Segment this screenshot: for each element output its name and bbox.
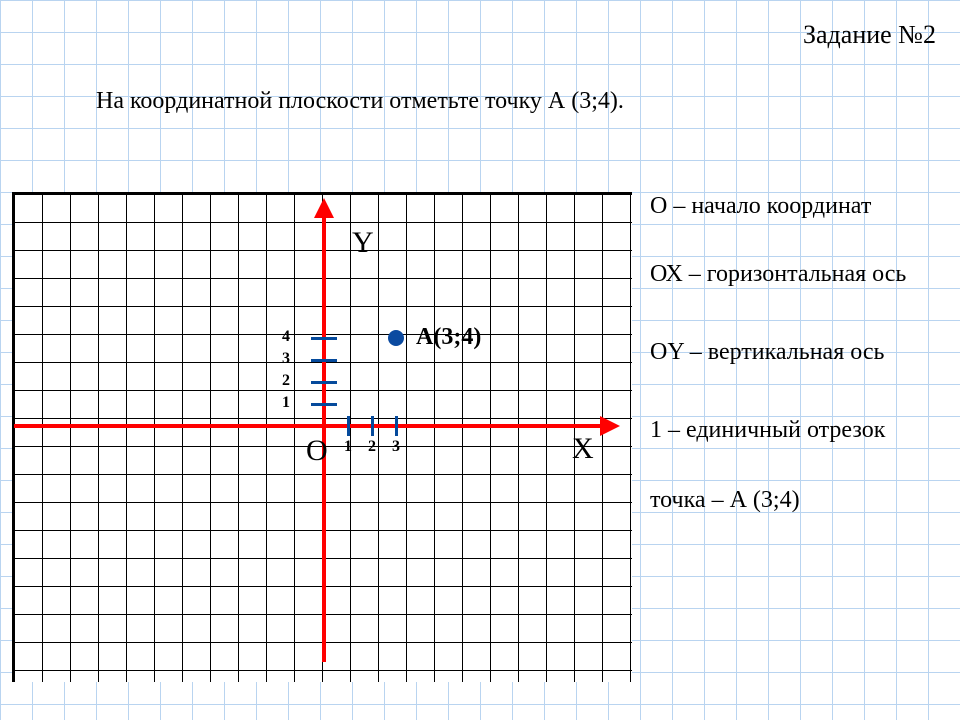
x-tick bbox=[371, 416, 374, 436]
y-tick bbox=[311, 403, 337, 406]
page: Задание №2 На координатной плоскости отм… bbox=[0, 0, 960, 720]
x-tick-label: 1 bbox=[344, 438, 352, 456]
y-tick bbox=[311, 381, 337, 384]
coordinate-plane: 1231234YXОA(3;4) bbox=[12, 192, 632, 682]
point-a bbox=[388, 330, 404, 346]
y-tick-label: 4 bbox=[282, 328, 290, 346]
legend-origin: О – начало координат bbox=[650, 190, 871, 222]
y-tick-label: 3 bbox=[282, 350, 290, 368]
y-tick-label: 2 bbox=[282, 372, 290, 390]
x-axis-label: X bbox=[572, 432, 594, 466]
y-axis-label: Y bbox=[352, 226, 374, 260]
x-axis-arrow-icon bbox=[600, 416, 620, 436]
y-tick bbox=[311, 337, 337, 340]
task-text: На координатной плоскости отметьте точку… bbox=[96, 88, 624, 115]
origin-label: О bbox=[306, 434, 328, 468]
task-number: Задание №2 bbox=[803, 20, 936, 50]
x-tick bbox=[395, 416, 398, 436]
x-tick-label: 2 bbox=[368, 438, 376, 456]
legend-point: точка – А (3;4) bbox=[650, 484, 800, 516]
y-axis bbox=[322, 204, 326, 662]
y-tick-label: 1 bbox=[282, 394, 290, 412]
y-axis-arrow-icon bbox=[314, 198, 334, 218]
legend-oy: ОY – вертикальная ось bbox=[650, 336, 884, 368]
x-axis bbox=[14, 424, 604, 428]
x-tick-label: 3 bbox=[392, 438, 400, 456]
y-tick bbox=[311, 359, 337, 362]
legend-ox: ОХ – горизонтальная ось bbox=[650, 258, 906, 290]
legend-unit: 1 – единичный отрезок bbox=[650, 414, 885, 446]
point-a-label: A(3;4) bbox=[416, 324, 481, 351]
x-tick bbox=[347, 416, 350, 436]
